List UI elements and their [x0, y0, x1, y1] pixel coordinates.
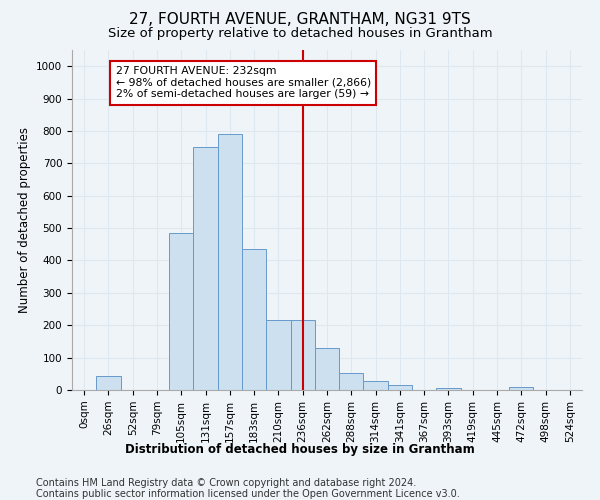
Text: Distribution of detached houses by size in Grantham: Distribution of detached houses by size …: [125, 442, 475, 456]
Text: Size of property relative to detached houses in Grantham: Size of property relative to detached ho…: [107, 28, 493, 40]
Bar: [509, 388, 533, 390]
Bar: [266, 320, 290, 390]
Bar: [315, 348, 339, 390]
Bar: [290, 320, 315, 390]
Y-axis label: Number of detached properties: Number of detached properties: [17, 127, 31, 313]
Bar: [364, 382, 388, 390]
Bar: [242, 249, 266, 390]
Bar: [193, 147, 218, 390]
Text: 27, FOURTH AVENUE, GRANTHAM, NG31 9TS: 27, FOURTH AVENUE, GRANTHAM, NG31 9TS: [129, 12, 471, 28]
Bar: [339, 373, 364, 390]
Bar: [218, 134, 242, 390]
Bar: [96, 376, 121, 390]
Bar: [388, 385, 412, 390]
Text: Contains HM Land Registry data © Crown copyright and database right 2024.
Contai: Contains HM Land Registry data © Crown c…: [36, 478, 460, 499]
Text: 27 FOURTH AVENUE: 232sqm
← 98% of detached houses are smaller (2,866)
2% of semi: 27 FOURTH AVENUE: 232sqm ← 98% of detach…: [116, 66, 371, 100]
Bar: [436, 388, 461, 390]
Bar: [169, 233, 193, 390]
